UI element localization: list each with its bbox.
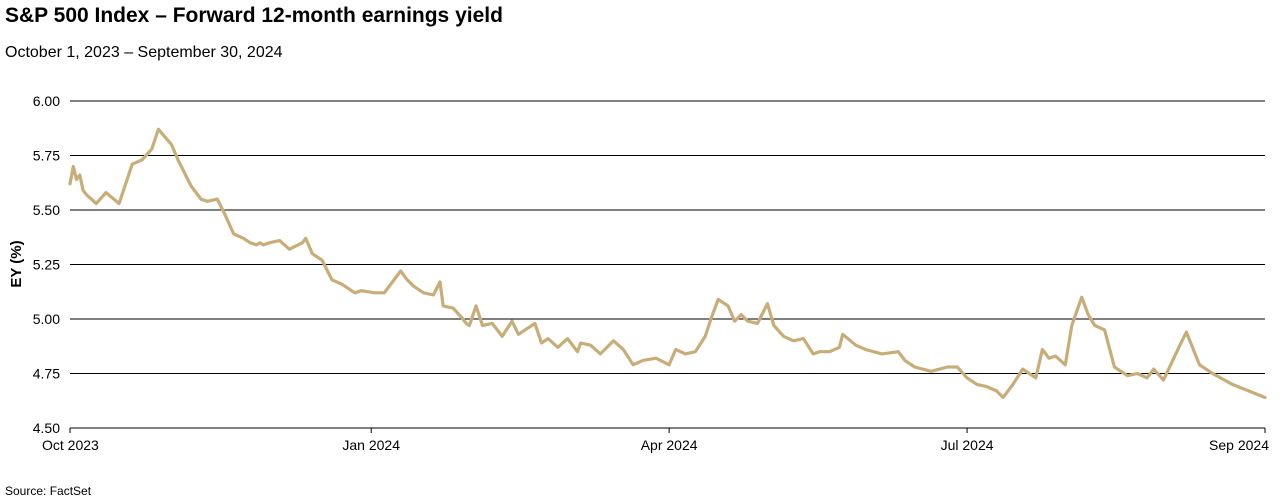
x-tick-label: Apr 2024 <box>641 437 698 453</box>
y-tick-label: 5.25 <box>33 257 60 273</box>
x-tick-label: Sep 2024 <box>1209 437 1269 453</box>
y-tick-label: 4.75 <box>33 366 60 382</box>
series-group <box>68 127 1267 400</box>
y-tick-label: 4.50 <box>33 420 60 436</box>
x-tick-labels: Oct 2023 Jan 2024 Apr 2024 Jul 2024 Sep 2024 <box>42 428 1269 453</box>
gridlines <box>70 100 1265 429</box>
chart-title: S&P 500 Index – Forward 12-month earning… <box>5 4 503 27</box>
y-tick-label: 5.75 <box>33 148 60 164</box>
series-line-0 <box>68 127 1267 400</box>
y-tick-label: 6.00 <box>33 93 60 109</box>
x-tick-label: Jul 2024 <box>941 437 994 453</box>
y-tick-labels: 6.00 5.75 5.50 5.25 5.00 4.75 4.50 <box>33 93 60 436</box>
x-tick-label: Oct 2023 <box>42 437 99 453</box>
y-tick-label: 5.00 <box>33 311 60 327</box>
source-note: Source: FactSet <box>5 484 92 498</box>
y-tick-label: 5.50 <box>33 202 60 218</box>
chart-subtitle: October 1, 2023 – September 30, 2024 <box>5 44 283 61</box>
x-tick-label: Jan 2024 <box>342 437 400 453</box>
y-axis-label: EY (%) <box>8 240 25 287</box>
